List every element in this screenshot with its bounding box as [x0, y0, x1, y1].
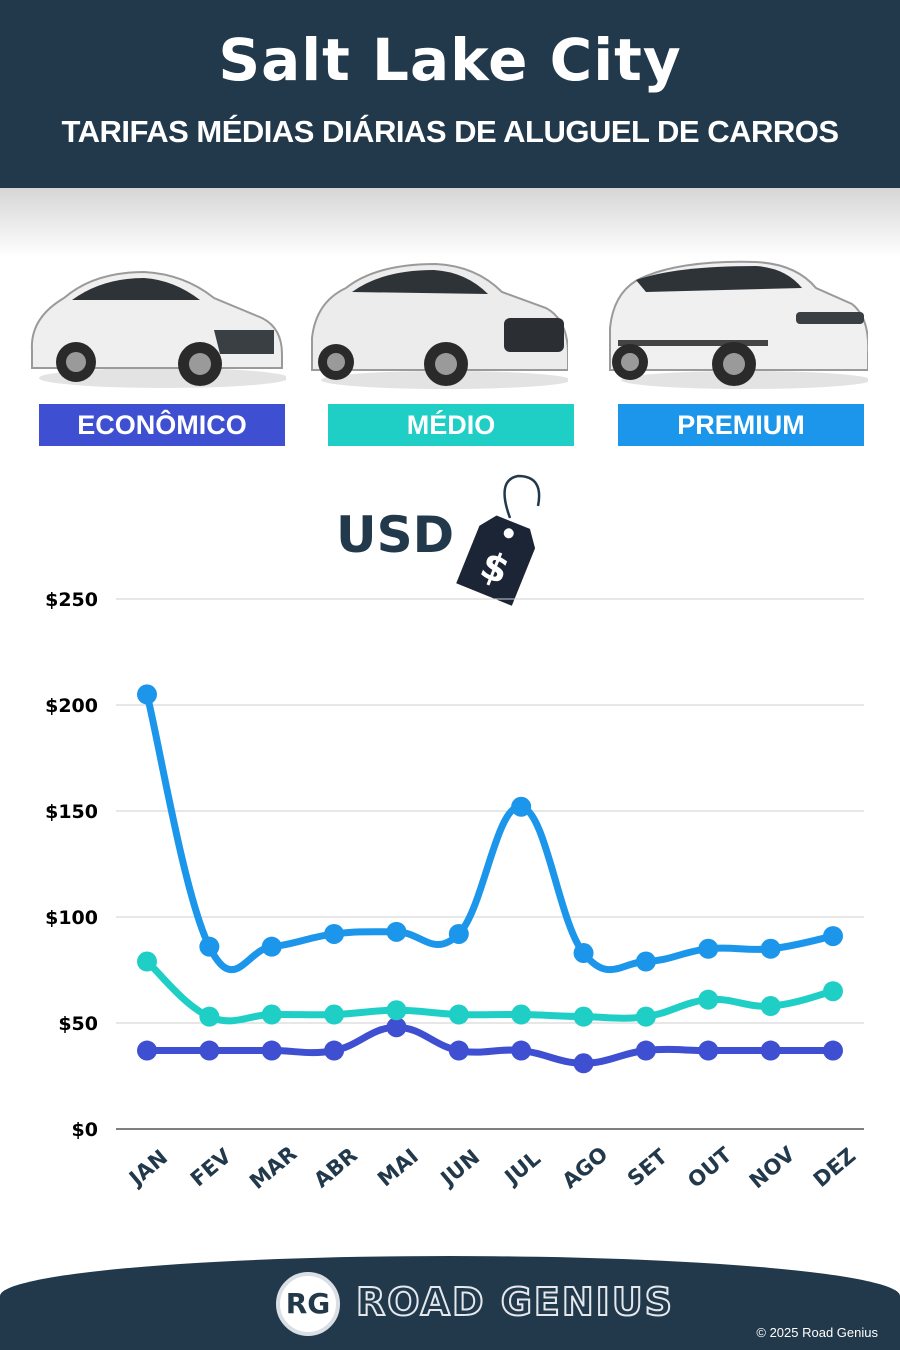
data-point [511, 1040, 532, 1061]
series-line-premium [143, 690, 837, 974]
data-point [386, 1000, 407, 1021]
data-point [448, 1004, 469, 1025]
data-point [261, 936, 282, 957]
chart-gridlines [116, 598, 864, 1130]
data-point [635, 1040, 656, 1061]
data-point [573, 943, 594, 964]
data-point [386, 921, 407, 942]
data-point [760, 1040, 781, 1061]
data-point [261, 1040, 282, 1061]
header-banner: Salt Lake City TARIFAS MÉDIAS DIÁRIAS DE… [0, 0, 900, 188]
data-point [511, 1004, 532, 1025]
x-tick-label: AGO [558, 1142, 613, 1193]
x-axis: JAN FEV MAR ABR MAI JUN JUL AGO SET OUT NOV DEZ [123, 1141, 860, 1194]
x-tick-label: JUN [435, 1145, 484, 1192]
x-tick-label: MAR [245, 1141, 301, 1194]
y-tick-label: $200 [45, 695, 98, 717]
data-point [698, 1040, 719, 1061]
x-tick-label: OUT [683, 1142, 737, 1192]
data-point [573, 1006, 594, 1027]
y-tick-label: $50 [58, 1013, 98, 1035]
data-point [823, 926, 843, 947]
series-economy [137, 1017, 843, 1074]
x-tick-label: SET [623, 1144, 672, 1191]
series-midsize [137, 951, 843, 1027]
currency-label: USD [336, 506, 455, 564]
data-point [698, 989, 719, 1010]
data-point [698, 938, 719, 959]
rental-price-line-chart: $0 $50 $100 $150 $200 $250 JAN FEV MAR ABR MAI JUN… [45, 589, 864, 1194]
data-point [137, 951, 157, 972]
data-point [511, 796, 532, 817]
data-point [823, 1040, 843, 1061]
data-point [137, 684, 157, 705]
midsize-suv-image [311, 262, 568, 389]
y-tick-label: $150 [45, 801, 98, 823]
legend-premium: PREMIUM [618, 404, 864, 446]
series-premium [137, 684, 843, 974]
data-point [760, 938, 781, 959]
data-point [199, 1040, 220, 1061]
page-title: Salt Lake City [218, 26, 682, 94]
copyright-text: © 2025 Road Genius [756, 1325, 878, 1340]
x-tick-label: DEZ [809, 1143, 860, 1192]
data-point [635, 1006, 656, 1027]
y-axis: $0 $50 $100 $150 $200 $250 [45, 589, 98, 1141]
data-point [823, 981, 843, 1002]
data-point [386, 1017, 407, 1038]
data-point [324, 1040, 345, 1061]
x-tick-label: JAN [123, 1145, 172, 1191]
road-genius-logo-badge: RG [276, 1272, 340, 1336]
data-point [261, 1004, 282, 1025]
x-tick-label: ABR [309, 1143, 362, 1193]
premium-suv-image [609, 260, 868, 389]
footer-banner [0, 1256, 900, 1350]
x-tick-label: JUL [499, 1146, 545, 1190]
data-point [324, 1004, 345, 1025]
y-tick-label: $250 [45, 589, 98, 611]
chart-series [137, 684, 843, 1074]
y-tick-label: $100 [45, 907, 98, 929]
economy-car-image [30, 270, 286, 388]
price-tag-icon: $ [456, 474, 541, 606]
data-point [635, 951, 656, 972]
data-point [199, 1006, 220, 1027]
data-point [448, 923, 469, 944]
brand-name: ROAD GENIUS [355, 1279, 675, 1325]
header-shadow [0, 188, 900, 258]
data-point [137, 1040, 157, 1061]
legend-midsize: MÉDIO [328, 404, 574, 446]
data-point [573, 1053, 594, 1074]
y-tick-label: $0 [72, 1119, 98, 1141]
data-point [199, 936, 220, 957]
x-tick-label: FEV [186, 1144, 236, 1192]
x-tick-label: NOV [745, 1142, 800, 1194]
data-point [324, 923, 345, 944]
x-tick-label: MAI [373, 1144, 423, 1191]
series-line-midsize [143, 958, 837, 1025]
page-subtitle: TARIFAS MÉDIAS DIÁRIAS DE ALUGUEL DE CAR… [61, 114, 839, 149]
data-point [448, 1040, 469, 1061]
data-point [760, 996, 781, 1017]
series-line-economy [143, 1023, 837, 1067]
legend-economy: ECONÔMICO [39, 404, 285, 446]
